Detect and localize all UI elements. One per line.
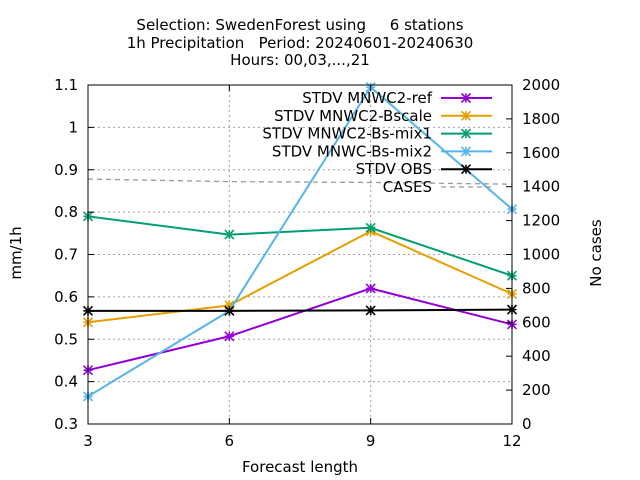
y-axis-title: mm/1h (7, 226, 25, 280)
data-point-series-1 (224, 331, 235, 342)
data-point-series-5 (224, 305, 235, 316)
y-tick-label: 1 (68, 118, 78, 136)
y-tick-label: 1.1 (54, 76, 78, 94)
legend-label: CASES (383, 178, 432, 196)
legend-swatch-marker (460, 164, 472, 175)
data-point-series-3 (224, 229, 235, 240)
legend-swatch-marker (460, 128, 472, 139)
series-line-3 (87, 215, 513, 277)
y-tick-label: 0.9 (54, 161, 78, 179)
data-point-series-5 (365, 305, 376, 316)
y2-tick-label: 200 (522, 381, 551, 399)
y2-tick-label: 2000 (522, 76, 560, 94)
chart-title-line-1: Selection: SwedenForest using 6 stations (136, 16, 464, 34)
ticks: 3 6 9 12 0.3 0.4 0.5 0.6 0.7 0.8 0.9 1 1.1 0 200 400 600… (54, 76, 560, 450)
x-axis-title: Forecast length (241, 458, 359, 476)
y-tick-label: 0.7 (54, 246, 78, 264)
y-tick-label: 0.4 (54, 373, 78, 391)
legend-swatch-marker (460, 92, 472, 104)
x-tick-label: 9 (366, 432, 376, 450)
chart-title-line-2: 1h Precipitation Period: 20240601-202406… (126, 34, 474, 52)
legend-swatch-marker (460, 110, 472, 121)
x-tick-label: 12 (502, 432, 521, 450)
x-tick-label: 3 (83, 432, 93, 450)
y2-tick-label: 1600 (522, 144, 560, 162)
series-layer (82, 82, 518, 402)
series-line-6 (87, 178, 513, 185)
y-tick-label: 0.3 (54, 415, 78, 433)
series-line-2 (87, 230, 513, 324)
series-line-5 (88, 308, 513, 312)
y2-tick-label: 1200 (522, 212, 560, 230)
data-point-series-3 (365, 222, 376, 233)
series-line-4 (87, 85, 513, 398)
x-tick-label: 6 (225, 432, 235, 450)
y2-tick-label: 1000 (522, 246, 560, 264)
grid (88, 85, 512, 424)
y2-tick-label: 600 (522, 313, 551, 331)
y2-tick-label: 1800 (522, 110, 560, 128)
y2-tick-label: 800 (522, 279, 551, 297)
y-tick-label: 0.5 (54, 330, 78, 348)
chart-title-line-3: Hours: 00,03,...,21 (230, 51, 370, 69)
data-point-series-1 (365, 283, 376, 294)
y2-axis-title: No cases (587, 219, 605, 287)
legend-label: STDV MNWC-Bs-mix2 (272, 142, 432, 160)
legend-swatch-marker (460, 146, 472, 157)
legend-label: STDV OBS (356, 160, 432, 178)
legend-label: STDV MNWC2-Bscale (274, 107, 432, 125)
y2-tick-label: 1400 (522, 178, 560, 196)
legend-label: STDV MNWC2-Bs-mix1 (262, 125, 432, 143)
y2-tick-label: 0 (522, 415, 532, 433)
legend-label: STDV MNWC2-ref (302, 89, 432, 107)
y2-tick-label: 400 (522, 347, 551, 365)
y-tick-label: 0.6 (54, 288, 78, 306)
y-tick-label: 0.8 (54, 203, 78, 221)
